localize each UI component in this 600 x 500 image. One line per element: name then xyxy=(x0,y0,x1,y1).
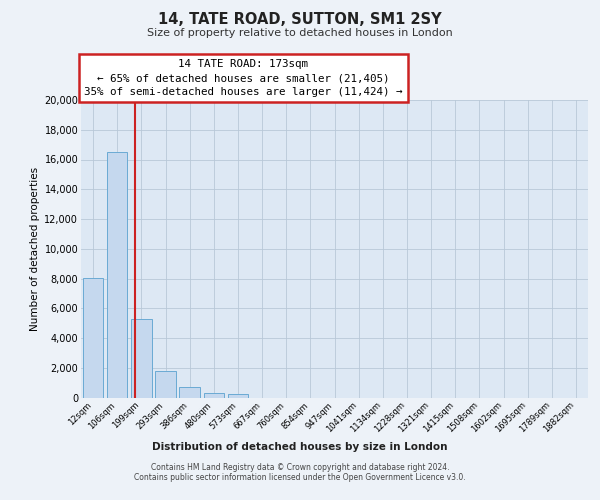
Bar xyxy=(179,387,200,398)
Text: Size of property relative to detached houses in London: Size of property relative to detached ho… xyxy=(147,28,453,38)
Text: Contains HM Land Registry data © Crown copyright and database right 2024.: Contains HM Land Registry data © Crown c… xyxy=(151,464,449,472)
Text: 14 TATE ROAD: 173sqm
← 65% of detached houses are smaller (21,405)
35% of semi-d: 14 TATE ROAD: 173sqm ← 65% of detached h… xyxy=(84,59,403,97)
Bar xyxy=(131,318,152,398)
Text: Contains public sector information licensed under the Open Government Licence v3: Contains public sector information licen… xyxy=(134,474,466,482)
Bar xyxy=(107,152,127,398)
Text: Distribution of detached houses by size in London: Distribution of detached houses by size … xyxy=(152,442,448,452)
Bar xyxy=(83,278,103,398)
Bar xyxy=(203,393,224,398)
Bar xyxy=(155,370,176,398)
Y-axis label: Number of detached properties: Number of detached properties xyxy=(30,166,40,331)
Text: 14, TATE ROAD, SUTTON, SM1 2SY: 14, TATE ROAD, SUTTON, SM1 2SY xyxy=(158,12,442,28)
Bar xyxy=(227,394,248,398)
